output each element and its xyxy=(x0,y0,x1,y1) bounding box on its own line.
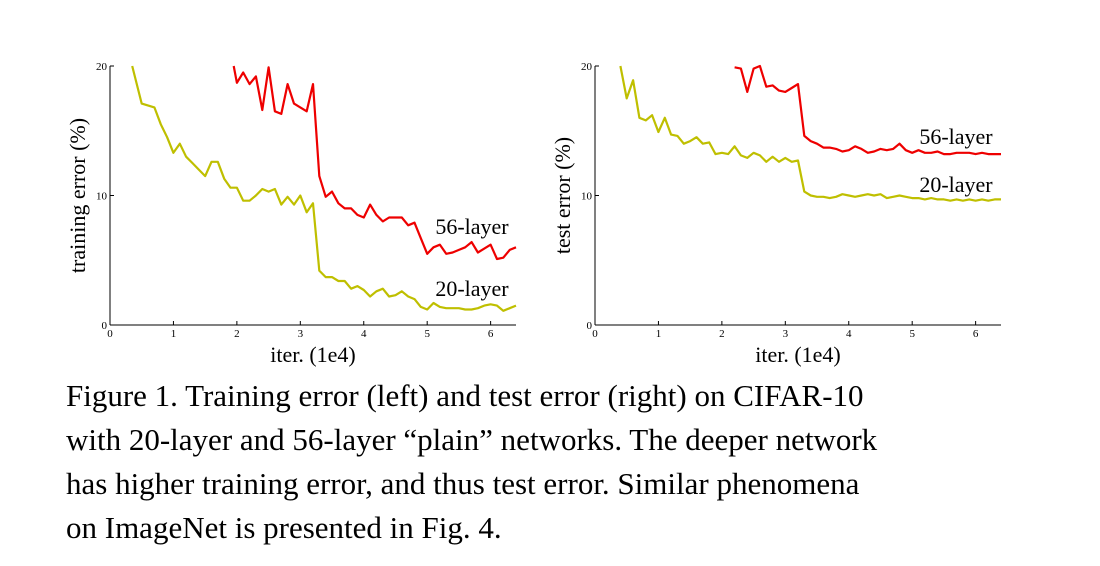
right-x-tick-label: 5 xyxy=(909,328,915,340)
right-x-tick-label: 4 xyxy=(846,328,852,340)
left-series-20-layer-line xyxy=(131,65,517,312)
left-y-tick-label: 0 xyxy=(102,320,108,332)
right-series-20-layer-label: 20-layer xyxy=(919,172,993,197)
figure-caption: Figure 1. Training error (left) and test… xyxy=(66,378,878,545)
left-series-56-layer-line xyxy=(232,65,517,261)
right-x-tick-label: 6 xyxy=(973,328,979,340)
left-x-tick-label: 1 xyxy=(171,328,177,340)
left-y-tick-label: 20 xyxy=(96,61,108,73)
left-x-tick-label: 2 xyxy=(234,328,240,340)
right-y-axis-label: test error (%) xyxy=(550,137,575,254)
left-x-tick-label: 6 xyxy=(488,328,494,340)
right-y-tick-label: 10 xyxy=(581,191,593,203)
right-series-56-layer-line xyxy=(734,64,1001,156)
right-x-tick-label: 0 xyxy=(592,328,598,340)
right-x-tick-label: 2 xyxy=(719,328,725,340)
right-x-tick-label: 1 xyxy=(656,328,662,340)
left-x-tick-label: 0 xyxy=(107,328,113,340)
right-x-axis-label: iter. (1e4) xyxy=(755,342,841,367)
left-y-tick-label: 10 xyxy=(96,191,108,203)
right-series-56-layer-label: 56-layer xyxy=(919,124,993,149)
right-x-tick-label: 3 xyxy=(783,328,789,340)
right-y-tick-label: 0 xyxy=(587,320,593,332)
left-x-axis-label: iter. (1e4) xyxy=(270,342,356,367)
left-x-tick-label: 5 xyxy=(424,328,430,340)
left-x-tick-label: 4 xyxy=(361,328,367,340)
left-x-tick-label: 3 xyxy=(298,328,304,340)
left-series-20-layer-label: 20-layer xyxy=(435,276,509,301)
right-series-20-layer-line xyxy=(619,65,1001,202)
right-y-tick-label: 20 xyxy=(581,61,593,73)
left-y-axis-label: training error (%) xyxy=(65,118,90,273)
left-series-56-layer-label: 56-layer xyxy=(435,214,509,239)
